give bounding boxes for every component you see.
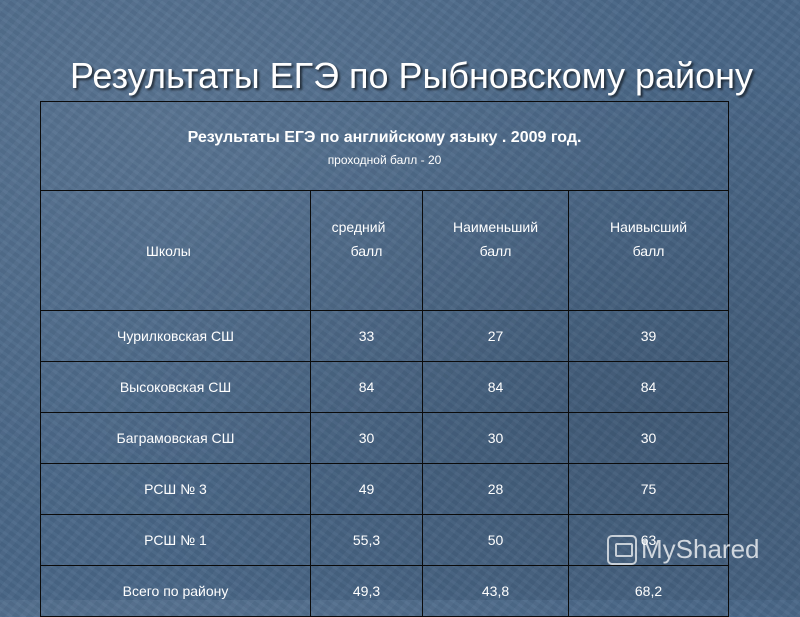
myshared-logo-icon xyxy=(607,534,637,565)
table-row: Высоковская СШ 84 84 84 xyxy=(40,361,730,413)
max-score: 84 xyxy=(567,361,730,413)
max-score: 68,2 xyxy=(567,565,730,617)
header-min: Наименьший балл xyxy=(422,190,569,311)
average-score: 33 xyxy=(310,310,423,362)
min-score: 27 xyxy=(422,310,569,362)
watermark-text: MyShared xyxy=(641,534,760,564)
school-name: Всего по району xyxy=(40,565,311,617)
header-min-line1: Наименьший xyxy=(452,219,539,235)
header-average-line1: средний xyxy=(331,219,386,235)
header-max: Наивысший балл xyxy=(567,190,730,311)
average-score: 49,3 xyxy=(310,565,423,617)
max-score: 30 xyxy=(567,412,730,464)
school-name: Баграмовская СШ xyxy=(40,412,311,464)
max-score: 39 xyxy=(567,310,730,362)
caption-row: Результаты ЕГЭ по английскому языку . 20… xyxy=(39,101,730,191)
passing-score-note: проходной балл - 20 xyxy=(327,153,442,167)
table-row-total: Всего по району 49,3 43,8 68,2 xyxy=(40,565,730,617)
header-row: Школы средний балл Наименьший балл Наивы… xyxy=(40,190,730,311)
header-min-line2: балл xyxy=(479,243,512,259)
school-name: РСШ № 1 xyxy=(40,514,311,566)
header-average: средний балл xyxy=(310,190,423,311)
header-max-line1: Наивысший xyxy=(609,219,688,235)
table-row: Баграмовская СШ 30 30 30 xyxy=(40,412,730,464)
min-score: 28 xyxy=(422,463,569,515)
table-row: Чурилковская СШ 33 27 39 xyxy=(40,310,730,362)
min-score: 43,8 xyxy=(422,565,569,617)
table-caption: Результаты ЕГЭ по английскому языку . 20… xyxy=(187,129,582,146)
min-score: 50 xyxy=(422,514,569,566)
header-max-line2: балл xyxy=(632,243,665,259)
watermark: MyShared xyxy=(607,534,760,565)
table-row: РСШ № 3 49 28 75 xyxy=(40,463,730,515)
min-score: 30 xyxy=(422,412,569,464)
min-score: 84 xyxy=(422,361,569,413)
slide-title: Результаты ЕГЭ по Рыбновскому району xyxy=(70,55,754,96)
table-caption-cell: Результаты ЕГЭ по английскому языку . 20… xyxy=(39,101,730,191)
average-score: 49 xyxy=(310,463,423,515)
header-schools-label: Школы xyxy=(146,242,191,259)
header-average-line2: балл xyxy=(350,243,383,259)
average-score: 30 xyxy=(310,412,423,464)
max-score: 75 xyxy=(567,463,730,515)
header-schools: Школы xyxy=(40,190,311,311)
average-score: 84 xyxy=(310,361,423,413)
average-score: 55,3 xyxy=(310,514,423,566)
table-row: РСШ № 1 55,3 50 63 xyxy=(40,514,730,566)
school-name: Высоковская СШ xyxy=(40,361,311,413)
school-name: РСШ № 3 xyxy=(40,463,311,515)
school-name: Чурилковская СШ xyxy=(40,310,311,362)
